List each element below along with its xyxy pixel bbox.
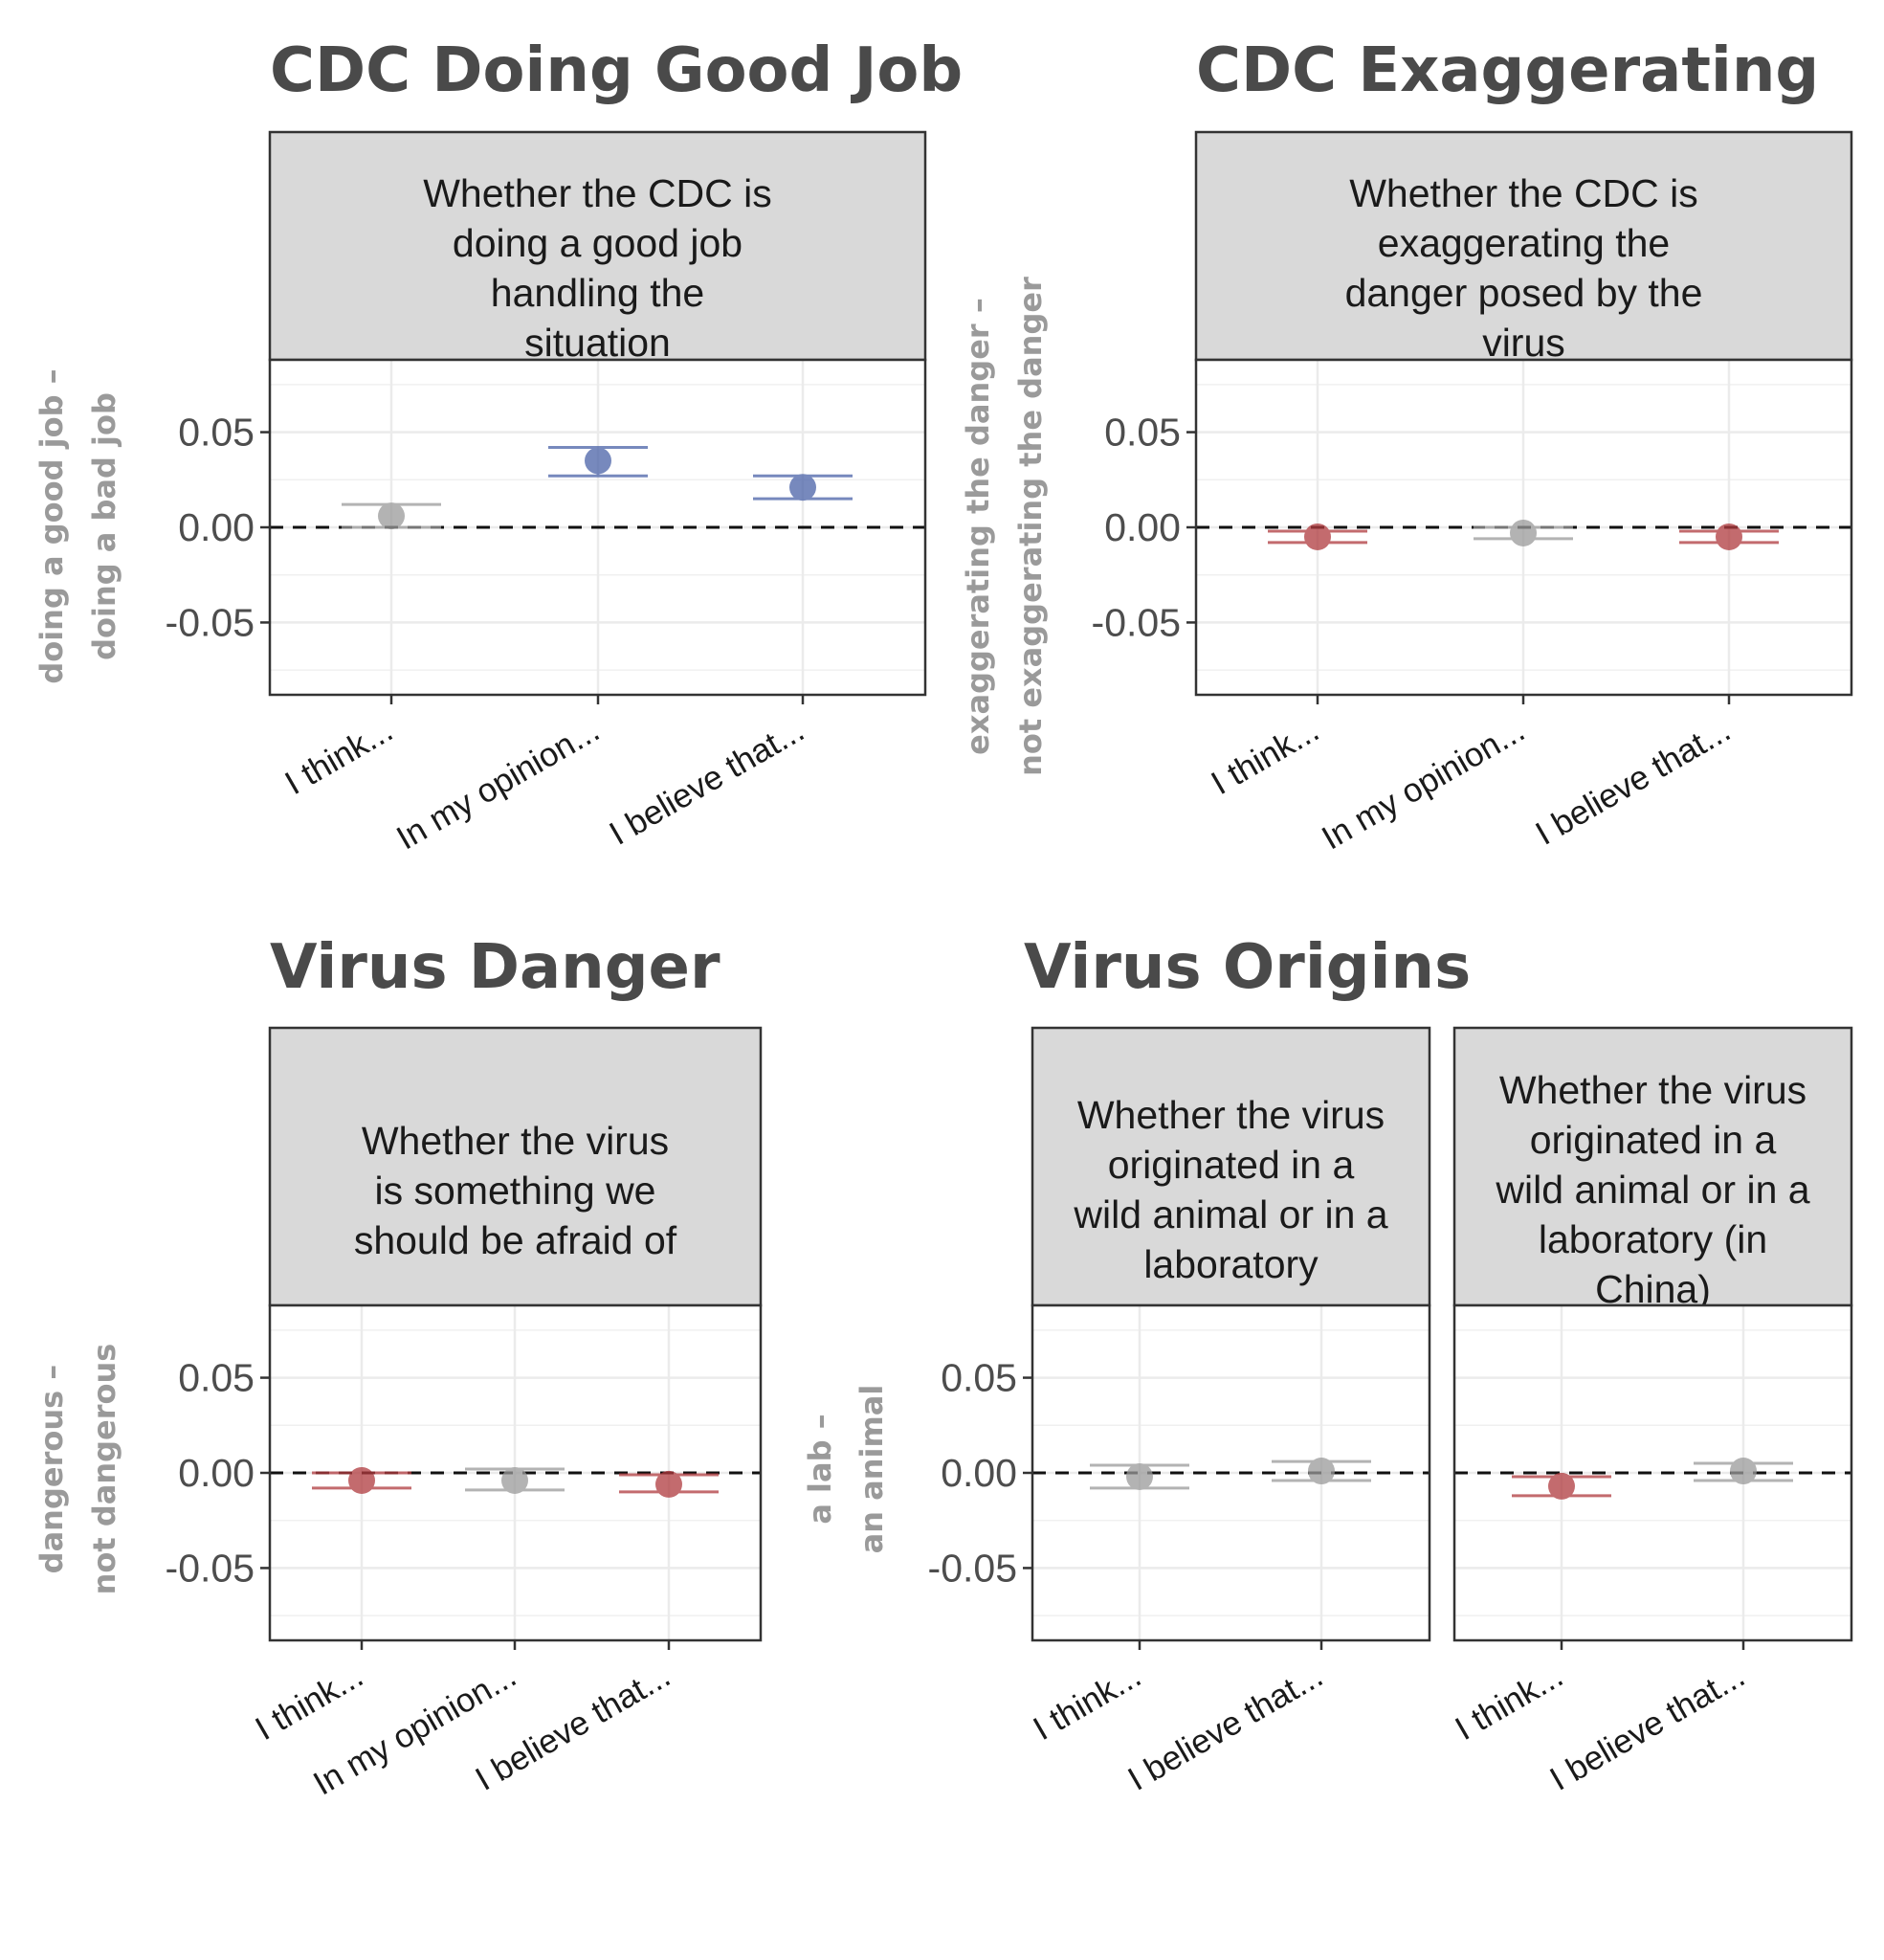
chart-2: CDC Exaggerating Whether the CDC is exagge… <box>960 35 1853 858</box>
point-estimate <box>501 1466 528 1494</box>
panel-1: Whether the CDC is exaggerating the danger… <box>1092 130 1853 858</box>
panel-border <box>1452 1303 1853 1642</box>
x-tick-label: I believe that... <box>1529 711 1737 853</box>
estimate-2 <box>465 1466 565 1494</box>
y-tick-label: 0.05 <box>178 1356 255 1400</box>
x-tick-label: I believe that... <box>1543 1657 1751 1798</box>
strip-label-line: wild animal or in a <box>1073 1192 1387 1236</box>
point-estimate <box>1304 523 1331 550</box>
strip-label-line: doing a good job <box>453 221 743 265</box>
x-tick-label: I think... <box>1449 1657 1569 1748</box>
y-tick-label: 0.00 <box>941 1451 1017 1495</box>
strip-label-line: should be afraid of <box>354 1218 677 1262</box>
y-tick-label: 0.05 <box>178 411 255 455</box>
x-tick-label: I think... <box>249 1657 369 1748</box>
estimate-1 <box>1090 1462 1189 1490</box>
estimate-3 <box>1679 523 1779 550</box>
panel-1: Whether the virus is something we should b… <box>166 1026 763 1803</box>
y-axis-label-line: exaggerating the danger – <box>960 298 996 755</box>
point-estimate <box>1548 1472 1575 1500</box>
strip-label-line: laboratory <box>1143 1242 1319 1286</box>
facet-strip <box>1194 130 1853 362</box>
strip-label-line: Whether the virus <box>362 1119 669 1163</box>
point-estimate <box>789 474 816 501</box>
strip-label-line: situation <box>524 321 671 365</box>
y-axis-label-line: not exaggerating the danger <box>1012 277 1049 776</box>
strip-label-line: originated in a <box>1108 1143 1355 1187</box>
strip-label-line: exaggerating the <box>1378 221 1670 265</box>
point-estimate <box>1510 519 1537 546</box>
estimate-1 <box>1512 1472 1611 1500</box>
facet-strip <box>268 1026 763 1307</box>
chart-title: CDC Doing Good Job <box>270 35 963 106</box>
x-tick-label: I think... <box>1027 1657 1147 1748</box>
facet-strip <box>268 130 927 362</box>
y-tick-label: 0.00 <box>178 505 255 549</box>
estimate-2 <box>548 445 648 478</box>
chart-4: Virus Origins Whether the virus originated… <box>802 932 1853 1798</box>
panel-1: Whether the CDC is doing a good job handli… <box>166 130 927 858</box>
facet-strip <box>1452 1026 1853 1307</box>
point-estimate <box>655 1470 682 1498</box>
y-tick-label: 0.05 <box>941 1356 1017 1400</box>
estimate-1 <box>342 502 441 530</box>
point-estimate <box>378 502 405 530</box>
strip-label-line: Whether the CDC is <box>423 171 772 215</box>
estimate-2 <box>1272 1458 1371 1485</box>
y-axis-label-line: doing a bad job <box>86 392 122 660</box>
x-tick-label: In my opinion... <box>1316 711 1531 857</box>
estimate-1 <box>312 1466 411 1494</box>
chart-3: Virus Danger Whether the virus is somethin… <box>33 932 763 1803</box>
point-estimate <box>1308 1458 1335 1485</box>
strip-label-line: is something we <box>375 1169 656 1213</box>
y-tick-label: -0.05 <box>928 1546 1017 1590</box>
x-tick-label: I believe that... <box>603 711 810 853</box>
chart-title: Virus Origins <box>1024 932 1471 1003</box>
strip-label-line: Whether the virus <box>1077 1093 1385 1137</box>
y-tick-label: -0.05 <box>166 600 255 644</box>
strip-label-line: handling the <box>491 271 704 315</box>
facet-strip <box>1031 1026 1431 1307</box>
y-tick-label: 0.00 <box>1104 505 1181 549</box>
x-tick-label: I think... <box>1205 711 1325 802</box>
estimate-2 <box>1694 1458 1793 1485</box>
strip-label-line: China) <box>1595 1267 1711 1311</box>
point-estimate <box>1126 1462 1153 1490</box>
strip-label-line: virus <box>1482 321 1565 365</box>
y-axis-label-line: doing a good job – <box>33 368 70 683</box>
strip-label-line: Whether the virus <box>1499 1068 1806 1112</box>
chart-title: Virus Danger <box>270 932 720 1003</box>
point-estimate <box>348 1466 375 1494</box>
y-axis-label-line: a lab – <box>802 1414 838 1524</box>
x-tick-label: In my opinion... <box>390 711 606 857</box>
estimate-3 <box>619 1470 719 1498</box>
point-estimate <box>1716 523 1742 550</box>
strip-label-line: danger posed by the <box>1345 271 1703 315</box>
x-tick-label: I believe that... <box>1121 1657 1329 1798</box>
x-tick-label: I think... <box>278 711 399 802</box>
point-estimate <box>585 447 611 475</box>
strip-label-line: Whether the CDC is <box>1349 171 1698 215</box>
estimate-2 <box>1474 519 1573 546</box>
point-estimate <box>1730 1458 1757 1485</box>
panel-1: Whether the virus originated in a wild ani… <box>928 1026 1431 1798</box>
chart-1: CDC Doing Good Job Whether the CDC is doin… <box>33 35 963 858</box>
y-axis-label-line: dangerous – <box>33 1365 70 1574</box>
y-tick-label: -0.05 <box>166 1546 255 1590</box>
y-axis-label-line: not dangerous <box>86 1344 122 1595</box>
strip-label-line: laboratory (in <box>1539 1217 1767 1261</box>
y-tick-label: 0.00 <box>178 1451 255 1495</box>
estimate-3 <box>753 474 853 501</box>
estimate-1 <box>1268 523 1367 550</box>
strip-label-line: wild animal or in a <box>1495 1168 1809 1212</box>
y-axis-label-line: an animal <box>853 1385 890 1554</box>
chart-title: CDC Exaggerating <box>1196 35 1819 106</box>
y-tick-label: 0.05 <box>1104 411 1181 455</box>
panel-2: Whether the virus originated in a wild ani… <box>1449 1026 1853 1798</box>
y-tick-label: -0.05 <box>1092 600 1181 644</box>
strip-label-line: originated in a <box>1530 1118 1777 1162</box>
